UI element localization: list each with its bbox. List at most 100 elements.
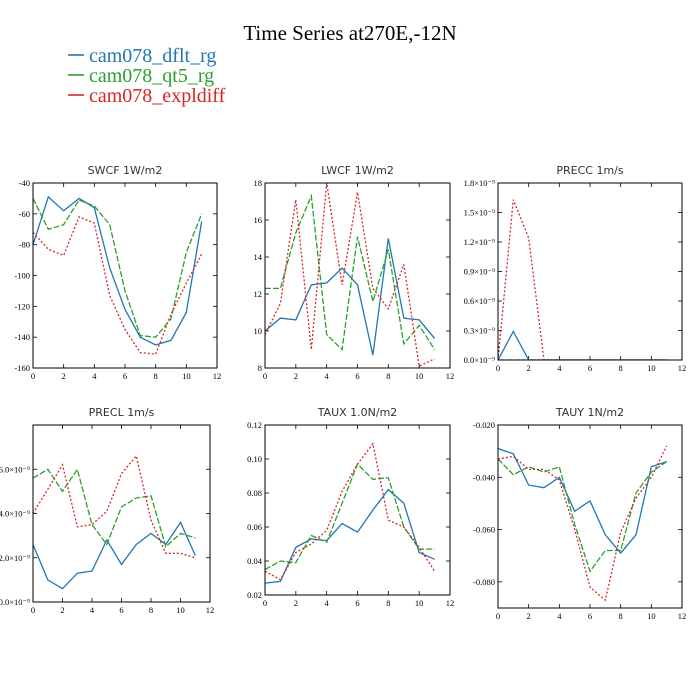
- y-tick-label: 4.0×10⁻⁹: [0, 509, 30, 519]
- y-tick-label: -80: [19, 240, 30, 250]
- y-tick-label: 0.06: [247, 522, 262, 532]
- plot-frame: [497, 424, 683, 609]
- y-tick-label: -0.020: [473, 420, 495, 430]
- series-line-2: [33, 216, 203, 355]
- y-tick-label: -140: [14, 332, 30, 342]
- x-tick-label: 10: [182, 371, 191, 381]
- legend: cam078_dflt_rg cam078_qt5_rg cam078_expl…: [68, 45, 226, 107]
- x-tick-label: 6: [123, 371, 127, 381]
- plot-frame: [264, 424, 451, 596]
- y-tick-label: 18: [254, 178, 263, 188]
- y-tick-label: 0.04: [247, 556, 263, 566]
- panel-title: SWCF 1W/m2: [88, 164, 163, 177]
- x-tick-label: 8: [386, 371, 390, 381]
- y-tick-label: 2.0×10⁻⁹: [0, 553, 30, 563]
- x-tick-label: 10: [176, 605, 185, 615]
- x-tick-label: 8: [619, 363, 623, 373]
- y-tick-label: 6.0×10⁻⁹: [0, 464, 30, 474]
- x-tick-label: 0: [263, 371, 267, 381]
- y-tick-label: 8: [258, 363, 262, 373]
- panel-4: TAUX 1.0N/m2 0 2 4 6 8 10 12 0.02 0.04 0.06 0.08 0.1…: [247, 406, 454, 608]
- x-tick-label: 8: [149, 605, 153, 615]
- panel-5: TAUY 1N/m2 0 2 4 6 8 10 12 -0.080 -0.060 -0.040 -0.…: [473, 406, 686, 621]
- y-tick-label: -0.040: [473, 472, 495, 482]
- series-line-0: [498, 447, 667, 555]
- y-tick-label: 0.3×10⁻⁹: [464, 326, 495, 336]
- y-tick-label: 10: [254, 326, 263, 336]
- y-tick-label: -100: [14, 271, 30, 281]
- y-tick-label: 0.02: [247, 590, 262, 600]
- plot-frame: [264, 182, 451, 369]
- x-tick-label: 4: [325, 371, 330, 381]
- x-tick-label: 10: [415, 371, 424, 381]
- series-line-2: [498, 199, 667, 360]
- panel-2: PRECC 1m/s 0 2 4 6 8 10 12 0.0×10⁻⁹ 0.3×10⁻⁹ 0.6×1…: [464, 164, 687, 373]
- panel-3: PRECL 1m/s 0 2 4 6 8 10 12 0.0×10⁻⁹ 2.0×10⁻⁹ 4.0×1…: [0, 406, 214, 615]
- y-tick-label: 0.0×10⁻⁹: [464, 355, 495, 365]
- legend-label-0: cam078_dflt_rg: [89, 45, 216, 67]
- panel-title: LWCF 1W/m2: [321, 164, 394, 177]
- y-tick-label: 16: [254, 215, 263, 225]
- y-tick-label: 12: [254, 289, 263, 299]
- panel-title: PRECL 1m/s: [89, 406, 155, 419]
- panel-0: SWCF 1W/m2 0 2 4 6 8 10 12 -160 -140 -120 -100 -80 -6…: [14, 164, 221, 381]
- x-tick-label: 4: [557, 611, 562, 621]
- series-line-2: [33, 454, 196, 559]
- x-tick-label: 12: [446, 371, 455, 381]
- y-tick-label: -40: [19, 178, 30, 188]
- x-tick-label: 6: [119, 605, 123, 615]
- plot-frame: [32, 182, 218, 369]
- x-tick-label: 8: [154, 371, 158, 381]
- series-line-2: [498, 445, 668, 602]
- series-line-0: [498, 330, 667, 360]
- x-tick-label: 2: [62, 371, 66, 381]
- series-line-0: [265, 238, 436, 356]
- x-tick-label: 6: [355, 371, 359, 381]
- series-line-1: [498, 458, 668, 573]
- x-tick-label: 4: [92, 371, 97, 381]
- series-line-0: [33, 195, 203, 346]
- x-tick-label: 2: [294, 371, 298, 381]
- panel-title: TAUX 1.0N/m2: [317, 406, 398, 419]
- x-tick-label: 0: [496, 611, 500, 621]
- x-tick-label: 0: [31, 605, 35, 615]
- x-tick-label: 2: [60, 605, 64, 615]
- y-tick-label: 1.8×10⁻⁹: [464, 178, 495, 188]
- series-line-1: [265, 462, 435, 571]
- y-tick-label: -60: [19, 209, 30, 219]
- plot-frame: [497, 182, 683, 361]
- y-tick-label: -0.080: [473, 577, 495, 587]
- x-tick-label: 12: [213, 371, 222, 381]
- x-tick-label: 6: [588, 363, 592, 373]
- legend-label-2: cam078_expldiff: [89, 85, 226, 107]
- x-tick-label: 12: [206, 605, 215, 615]
- x-tick-label: 8: [619, 611, 623, 621]
- x-tick-label: 4: [557, 363, 562, 373]
- y-tick-label: 14: [254, 252, 263, 262]
- x-tick-label: 6: [588, 611, 592, 621]
- figure-title: Time Series at270E,-12N: [243, 21, 456, 45]
- x-tick-label: 0: [31, 371, 35, 381]
- y-tick-label: 0.9×10⁻⁹: [464, 267, 495, 277]
- y-tick-label: 0.6×10⁻⁹: [464, 296, 495, 306]
- x-tick-label: 2: [527, 363, 531, 373]
- y-tick-label: 1.2×10⁻⁹: [464, 237, 495, 247]
- y-tick-label: 0.12: [247, 420, 262, 430]
- x-tick-label: 12: [678, 611, 687, 621]
- x-tick-label: 4: [325, 598, 330, 608]
- x-tick-label: 10: [647, 363, 656, 373]
- x-tick-label: 10: [647, 611, 656, 621]
- x-tick-label: 6: [355, 598, 359, 608]
- y-tick-label: 1.5×10⁻⁹: [464, 208, 495, 218]
- y-tick-label: 0.10: [247, 454, 262, 464]
- panel-title: TAUY 1N/m2: [555, 406, 624, 419]
- series-line-2: [265, 442, 436, 581]
- y-tick-label: -0.060: [473, 525, 495, 535]
- y-tick-label: 0.08: [247, 488, 262, 498]
- y-tick-label: 0.0×10⁻⁹: [0, 597, 30, 607]
- x-tick-label: 2: [527, 611, 531, 621]
- x-tick-label: 8: [386, 598, 390, 608]
- x-tick-label: 12: [446, 598, 455, 608]
- y-tick-label: -160: [14, 363, 30, 373]
